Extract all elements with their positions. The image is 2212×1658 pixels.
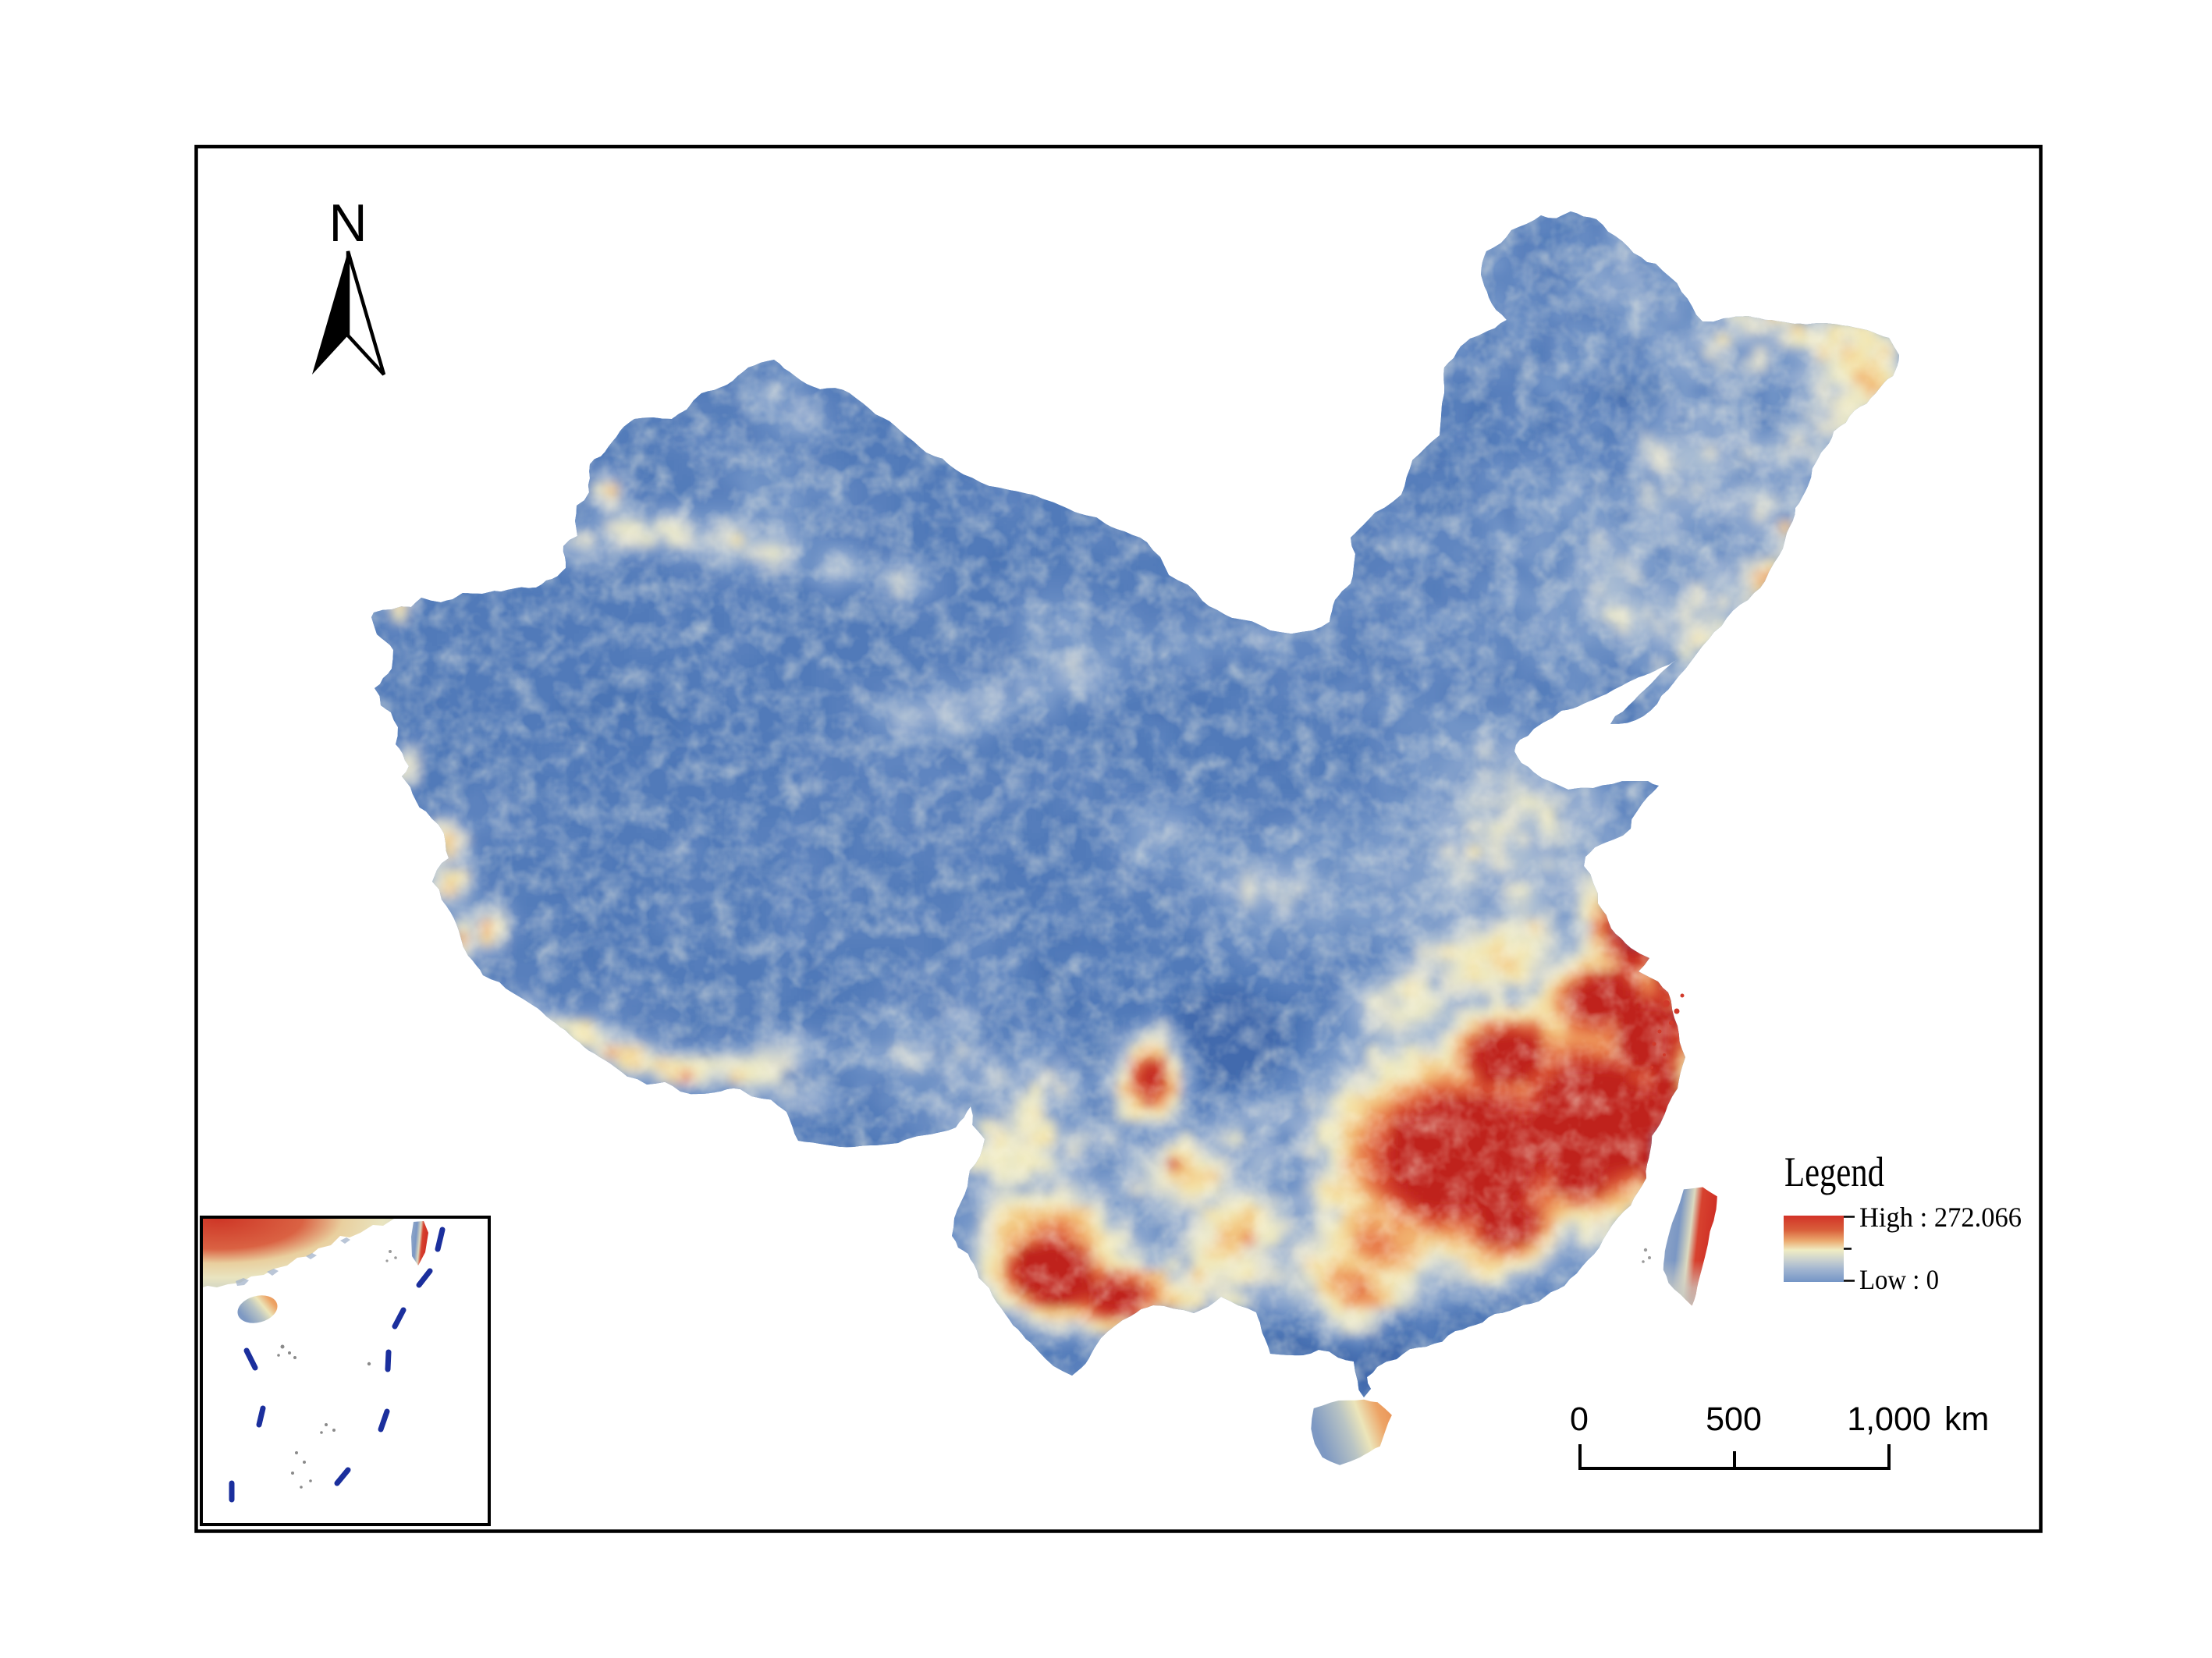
svg-text:Low : 0: Low : 0 bbox=[1859, 1264, 1939, 1295]
svg-text:High : 272.066: High : 272.066 bbox=[1859, 1202, 2022, 1233]
svg-text:1,000: 1,000 bbox=[1847, 1401, 1931, 1438]
svg-text:Legend: Legend bbox=[1784, 1149, 1884, 1195]
svg-text:500: 500 bbox=[1706, 1401, 1762, 1438]
svg-text:N: N bbox=[328, 193, 367, 253]
svg-text:km: km bbox=[1944, 1401, 1989, 1438]
svg-text:0: 0 bbox=[1570, 1401, 1589, 1438]
